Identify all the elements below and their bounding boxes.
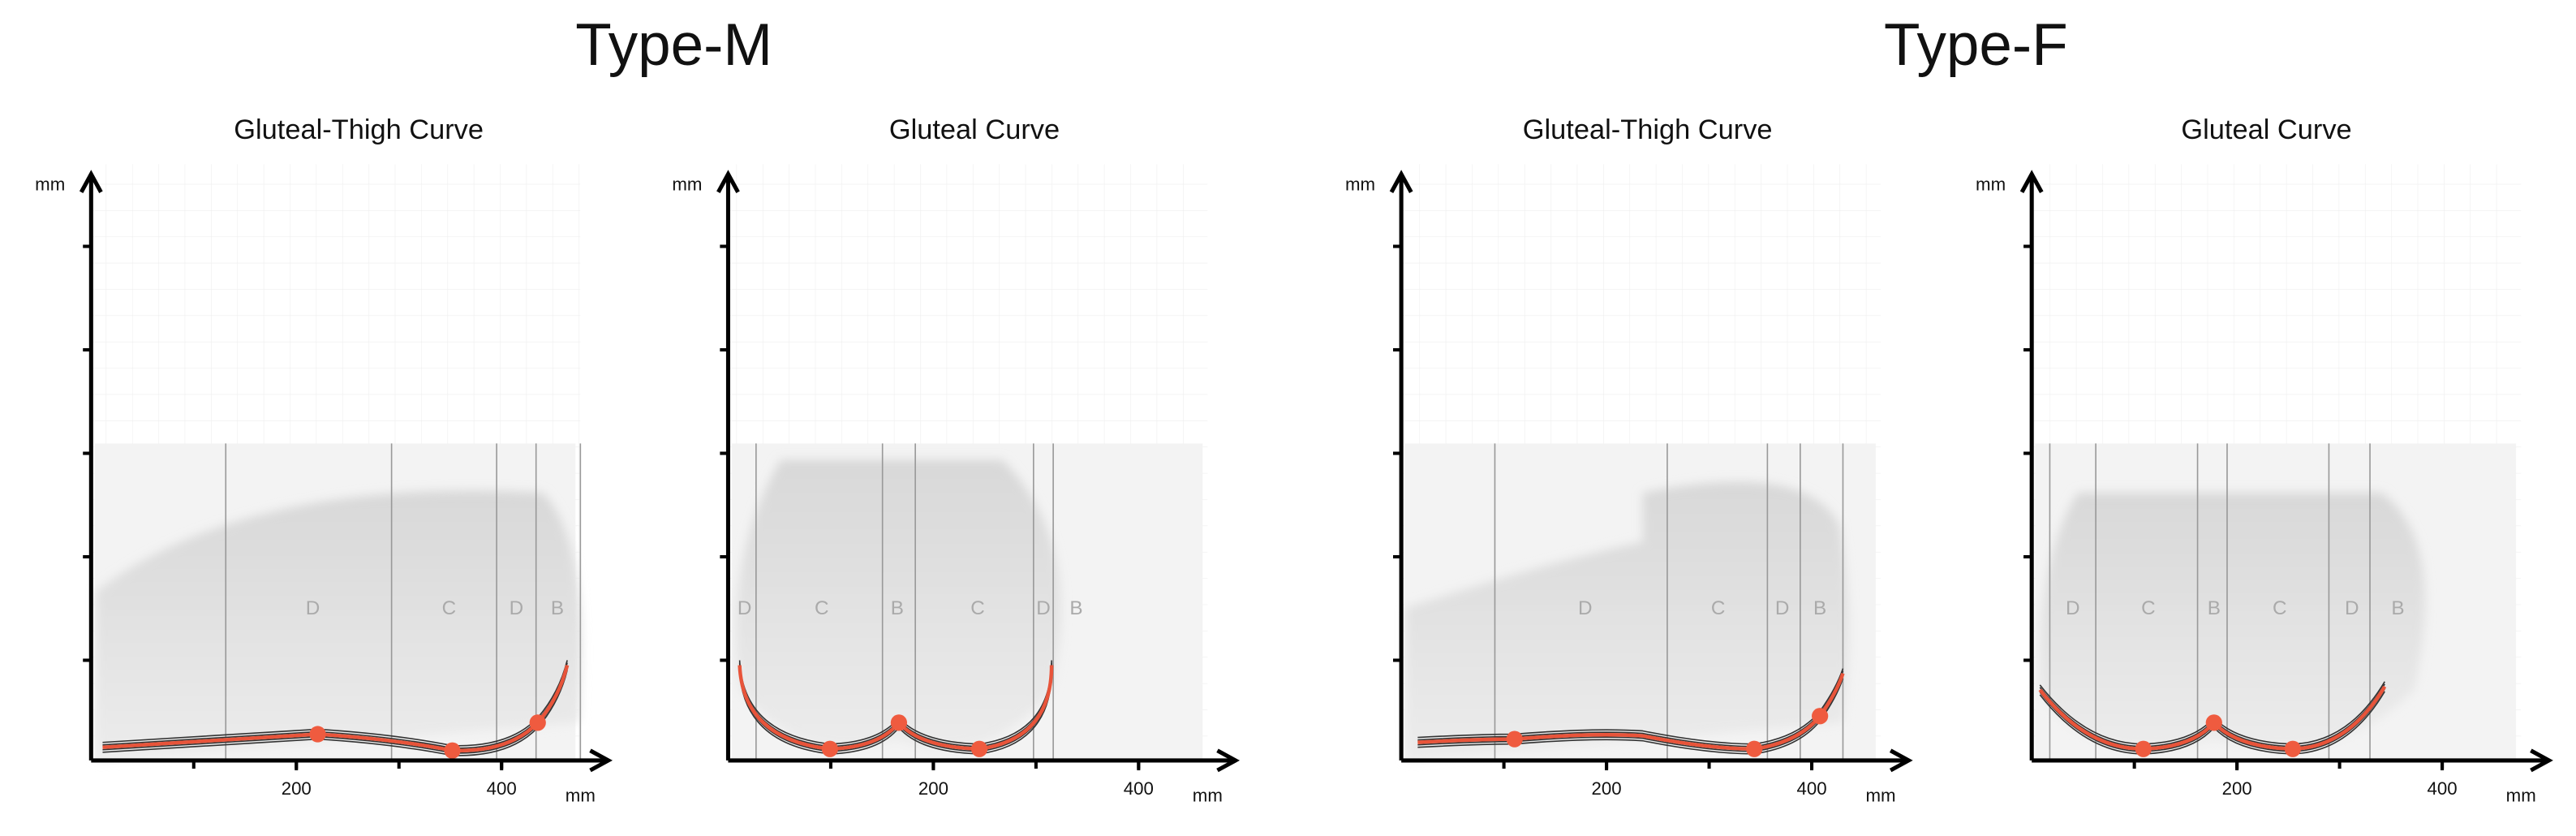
x-arrow xyxy=(1889,748,1913,773)
landmark-point xyxy=(1506,730,1523,748)
y-arrow xyxy=(79,170,103,193)
x-unit: mm xyxy=(2506,785,2536,805)
region-label: D xyxy=(2345,597,2359,619)
y-arrow xyxy=(2019,170,2044,193)
x-tick-label: 400 xyxy=(487,778,517,799)
x-tick-label: 200 xyxy=(282,778,312,799)
x-tick-label: 200 xyxy=(2222,778,2252,799)
panel-title: Gluteal-Thigh Curve xyxy=(234,114,484,145)
panel-title: Gluteal Curve xyxy=(2181,114,2351,145)
main-title: Type-M xyxy=(575,12,772,78)
main-title: Type-F xyxy=(1884,12,2068,78)
region-label: B xyxy=(891,597,904,619)
x-unit: mm xyxy=(566,785,596,805)
x-tick-label: 400 xyxy=(2428,778,2458,799)
x-arrow xyxy=(1216,748,1241,773)
region-label: D xyxy=(510,597,524,619)
landmark-point xyxy=(1812,708,1829,725)
panel: D C D B 200 400 Gluteal-Thigh Curve mm mm xyxy=(35,114,613,805)
y-unit: mm xyxy=(1345,175,1375,195)
region-label: B xyxy=(551,597,564,619)
region-label: D xyxy=(738,597,752,619)
region-label: C xyxy=(2273,597,2287,619)
x-unit: mm xyxy=(1193,785,1223,805)
landmark-point xyxy=(2135,740,2152,757)
x-tick-label: 200 xyxy=(918,778,948,799)
y-unit: mm xyxy=(672,175,702,195)
region-label: C xyxy=(2141,597,2156,619)
region-label: D xyxy=(1036,597,1051,619)
panel: D C D B 200 400 Gluteal-Thigh Curve mm mm xyxy=(1345,114,1913,805)
x-arrow xyxy=(2530,748,2553,773)
panel-title: Gluteal Curve xyxy=(889,114,1060,145)
landmark-point xyxy=(2284,740,2302,757)
x-tick-label: 400 xyxy=(1124,778,1154,799)
region-label: B xyxy=(1069,597,1082,619)
region-label: C xyxy=(442,597,457,619)
landmark-point xyxy=(821,740,839,757)
y-arrow xyxy=(1389,170,1413,193)
body-silhouette xyxy=(1406,481,1849,761)
panel-title: Gluteal-Thigh Curve xyxy=(1523,114,1773,145)
x-tick-label: 400 xyxy=(1796,778,1826,799)
y-unit: mm xyxy=(35,175,65,195)
region-label: C xyxy=(815,597,829,619)
landmark-point xyxy=(890,714,908,731)
y-unit: mm xyxy=(1976,175,2006,195)
landmark-point xyxy=(529,714,546,731)
region-label: B xyxy=(2391,597,2404,619)
body-silhouette xyxy=(736,459,1061,749)
region-label: B xyxy=(1813,597,1826,619)
y-arrow xyxy=(716,170,740,193)
landmark-point xyxy=(970,740,988,757)
region-label: D xyxy=(1775,597,1790,619)
x-tick-label: 200 xyxy=(1592,778,1622,799)
region-label: D xyxy=(1578,597,1593,619)
landmark-point xyxy=(2205,714,2222,731)
landmark-point xyxy=(1746,740,1763,757)
x-unit: mm xyxy=(1865,785,1895,805)
panel: D C B C D B 200 400 Gluteal Curve mm mm xyxy=(1976,114,2553,805)
region-label: C xyxy=(970,597,985,619)
landmark-point xyxy=(444,742,461,759)
region-label: B xyxy=(2208,597,2221,619)
sample-curve xyxy=(102,660,568,747)
region-label: C xyxy=(1711,597,1726,619)
x-arrow xyxy=(589,748,613,773)
landmark-point xyxy=(309,726,326,743)
region-label: D xyxy=(2066,597,2080,619)
region-label: D xyxy=(306,597,320,619)
body-silhouette xyxy=(96,490,582,761)
